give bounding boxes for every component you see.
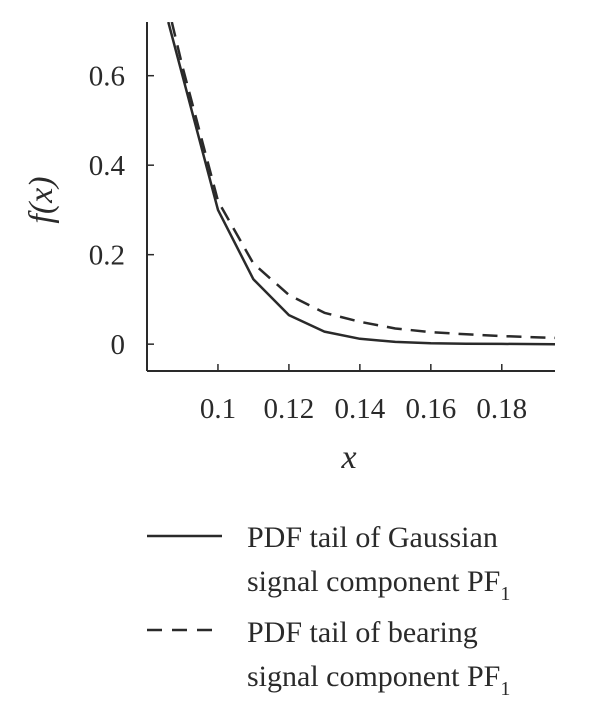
x-tick-label: 0.12	[264, 393, 315, 425]
legend-text-gaussian-line2: signal component PF1	[247, 565, 510, 605]
series-line-bearing	[170, 22, 555, 340]
legend: PDF tail of Gaussian signal component PF…	[147, 521, 510, 700]
plot-area	[167, 22, 555, 346]
legend-text-gaussian-main: signal component PF	[247, 565, 500, 598]
x-axis-label: x	[340, 439, 356, 476]
y-axis-label: f(x)	[23, 176, 60, 223]
axes	[146, 22, 555, 372]
legend-text-bearing-line2: signal component PF1	[247, 660, 510, 700]
legend-item-gaussian: PDF tail of Gaussian signal component PF…	[147, 521, 510, 605]
series-line-gaussian	[167, 22, 555, 346]
y-tick-label: 0.6	[89, 61, 125, 93]
x-tick-label: 0.1	[200, 393, 236, 425]
ticks: 0 0.2 0.4 0.6 0.1 0.12 0.14 0.16 0.18	[89, 61, 527, 425]
y-tick-label: 0	[111, 329, 126, 361]
legend-text-gaussian-subscript: 1	[500, 583, 510, 605]
x-tick-label: 0.16	[405, 393, 456, 425]
legend-text-bearing-subscript: 1	[500, 678, 510, 700]
y-tick-label: 0.2	[89, 240, 125, 272]
legend-item-bearing: PDF tail of bearing signal component PF1	[147, 616, 510, 700]
x-tick-label: 0.14	[334, 393, 385, 425]
legend-text-gaussian-line1: PDF tail of Gaussian	[247, 521, 498, 554]
y-tick-label: 0.4	[89, 150, 126, 182]
legend-text-bearing-line1: PDF tail of bearing	[247, 616, 478, 649]
x-tick-label: 0.18	[476, 393, 527, 425]
legend-text-bearing-main: signal component PF	[247, 660, 500, 693]
